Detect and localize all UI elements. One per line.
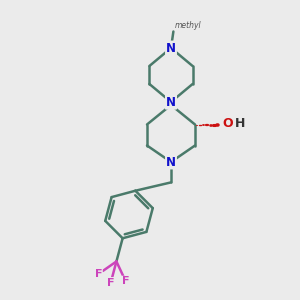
Text: N: N bbox=[166, 95, 176, 109]
Text: F: F bbox=[95, 269, 102, 279]
Text: methyl: methyl bbox=[175, 21, 202, 30]
Polygon shape bbox=[169, 102, 173, 105]
Text: F: F bbox=[122, 276, 129, 286]
Text: N: N bbox=[166, 155, 176, 169]
Text: N: N bbox=[166, 95, 176, 109]
Text: O: O bbox=[223, 117, 233, 130]
Text: H: H bbox=[235, 117, 245, 130]
Text: F: F bbox=[107, 278, 115, 288]
Text: N: N bbox=[166, 41, 176, 55]
